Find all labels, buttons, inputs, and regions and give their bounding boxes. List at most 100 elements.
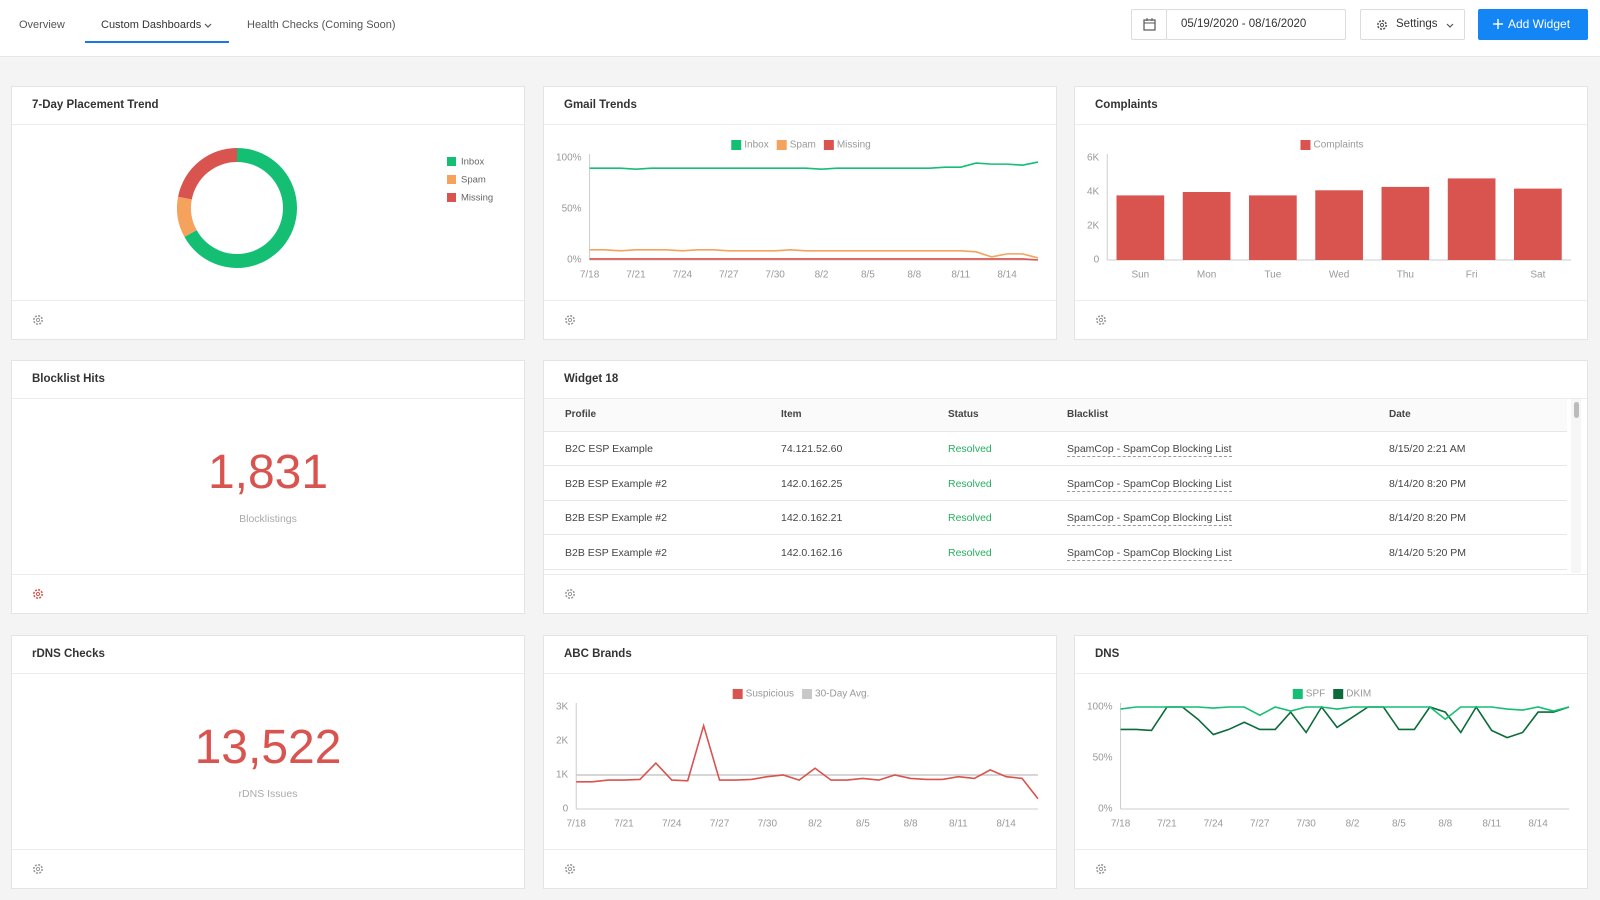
table-cell: B2B ESP Example #2 [565, 477, 667, 490]
chart: Complaints 0 2K 4K 6K Sun Mon Tue Wed Thu Fri Sat [1087, 140, 1571, 281]
widget-title: Widget 18 [564, 373, 619, 385]
table-cell: Resolved [948, 443, 992, 455]
tab[interactable]: Health Checks (Coming Soon) [247, 19, 396, 31]
x-tick-label: Mon [1197, 270, 1216, 281]
table-cell[interactable]: SpamCop - SpamCop Blocking List [1067, 512, 1232, 526]
pie-slice [177, 196, 197, 237]
date-range[interactable]: 05/19/2020 - 08/16/2020 [1166, 9, 1346, 40]
x-tick-label: 7/30 [1296, 819, 1316, 830]
gear-outer [33, 589, 43, 599]
kpi-value: 13,522 [194, 721, 342, 774]
legend-label: Spam [790, 140, 816, 151]
calendar-icon [1143, 18, 1156, 31]
x-tick-label: 7/24 [1204, 819, 1224, 830]
legend-label: Suspicious [746, 689, 794, 700]
x-tick-label: 7/30 [758, 819, 778, 830]
x-tick-label: 7/27 [710, 819, 730, 830]
pie-slice [178, 148, 237, 200]
header-divider [544, 124, 1056, 125]
gear-inner [35, 317, 41, 323]
legend-swatch [732, 689, 743, 699]
add-widget-label: Add Widget [1508, 17, 1571, 31]
x-tick-label: 7/21 [614, 819, 634, 830]
calendar-button[interactable] [1131, 9, 1167, 40]
y-tick-label: 100% [1087, 702, 1113, 713]
table-cell[interactable]: SpamCop - SpamCop Blocking List [1067, 443, 1232, 457]
x-tick-label: Sun [1131, 270, 1149, 281]
gear-inner [35, 591, 41, 597]
legend-label: 30-Day Avg. [815, 689, 869, 700]
top-nav: Overview Custom Dashboards Health Checks… [0, 0, 1600, 57]
widget-settings-gear[interactable] [564, 863, 576, 875]
widget-settings-gear[interactable] [32, 314, 44, 326]
y-tick-label: 3K [556, 702, 569, 713]
y-tick-label: 50% [562, 204, 582, 215]
y-tick-label: 0 [563, 804, 569, 815]
footer-divider [1075, 849, 1587, 850]
header-divider [12, 398, 524, 399]
bar [1249, 195, 1297, 260]
series-line [1120, 705, 1570, 739]
y-tick-label: 0 [1094, 255, 1100, 266]
settings-label: Settings [1396, 18, 1438, 30]
widget-settings-gear[interactable] [1095, 314, 1107, 326]
widget-settings-gear[interactable] [32, 588, 44, 600]
row-divider [544, 465, 1567, 466]
row-divider [544, 499, 1567, 501]
gear-outer [33, 864, 43, 874]
add-widget-button[interactable]: Add Widget [1478, 9, 1588, 40]
gear-outer [565, 589, 575, 599]
plus-icon [1493, 19, 1503, 29]
x-tick-label: 8/8 [1438, 819, 1452, 830]
table-cell[interactable]: SpamCop - SpamCop Blocking List [1067, 477, 1232, 492]
bar [1116, 195, 1165, 260]
legend-swatch [731, 140, 742, 150]
table-cell: 142.0.162.25 [781, 477, 843, 490]
chart: Suspicious 30-Day Avg. 0 1K 2K 3K 7/18 7/21 7/24… [556, 689, 1039, 830]
widget-title: Gmail Trends [564, 99, 637, 111]
x-tick-label: 8/14 [996, 819, 1016, 830]
header-divider [1075, 673, 1587, 674]
widget-panel: Widget 18 Profile Item Status Blacklist Date B… [543, 360, 1588, 614]
scrollbar-thumb[interactable] [1574, 402, 1579, 418]
x-tick-label: 7/30 [765, 270, 785, 281]
x-tick-label: Wed [1329, 270, 1349, 281]
column-header: Status [948, 409, 979, 420]
tab[interactable]: Custom Dashboards [101, 19, 202, 31]
footer-divider [12, 574, 524, 575]
x-tick-label: 8/11 [949, 819, 968, 830]
x-tick-label: 7/24 [662, 819, 682, 830]
table-cell[interactable]: SpamCop - SpamCop Blocking List [1067, 546, 1232, 561]
legend-swatch [447, 193, 456, 202]
x-tick-label: 7/27 [1250, 819, 1270, 830]
settings-button[interactable]: Settings [1360, 9, 1465, 40]
y-tick-label: 50% [1093, 753, 1113, 764]
table-header-bg [544, 399, 1567, 431]
legend: Inbox Spam Missing [731, 140, 871, 151]
widget-settings-gear[interactable] [564, 588, 576, 600]
widget-settings-gear[interactable] [564, 314, 576, 326]
header-divider [12, 673, 524, 674]
widget-settings-gear[interactable] [32, 863, 44, 875]
gear-outer [1096, 864, 1106, 874]
gear-inner [567, 591, 573, 597]
table-cell: B2C ESP Example [565, 443, 653, 455]
series-line [589, 161, 1039, 171]
legend-label: Inbox [461, 157, 484, 168]
legend: Complaints [1300, 140, 1364, 151]
column-header: Item [781, 409, 802, 420]
legend-swatch [1292, 689, 1303, 699]
chart: SPF DKIM 0% 50% 100% 7/18 7/21 7/24 7/27 7/30 8/2 8… [1087, 689, 1570, 830]
legend-label: Missing [837, 140, 871, 151]
kpi-label: rDNS Issues [238, 788, 298, 800]
row-divider [544, 568, 1567, 570]
kpi-value: 1,831 [207, 446, 329, 499]
widget-settings-gear[interactable] [1095, 863, 1107, 875]
x-tick-label: 7/27 [719, 270, 739, 281]
x-tick-label: 7/18 [580, 270, 600, 281]
x-tick-label: 8/5 [856, 819, 870, 830]
footer-divider [544, 300, 1056, 301]
tab[interactable]: Overview [19, 19, 65, 31]
y-tick-label: 1K [556, 770, 569, 781]
chevron-icon [204, 23, 212, 28]
